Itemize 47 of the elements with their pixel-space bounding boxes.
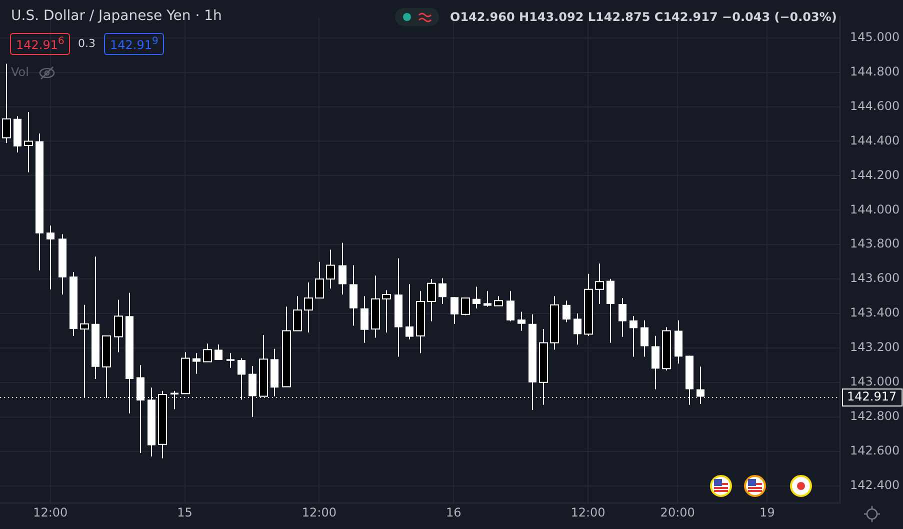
candlestick — [46, 225, 54, 290]
annotation: 142.91$^{9}$ — [104, 33, 164, 55]
candlestick — [640, 320, 648, 358]
ref-line-label: 142.917 — [847, 390, 897, 404]
candlestick — [472, 286, 480, 309]
y-tick-label: 144.000 — [850, 202, 900, 216]
y-tick-label: 143.400 — [850, 306, 900, 320]
annotation: O142.960 H143.092 L142.875 C142.917 −0.043 (−0.03%) — [450, 10, 837, 24]
x-tick-label: 12:00 — [570, 505, 606, 520]
annotation: 0.3 — [78, 37, 96, 50]
y-tick-label: 142.600 — [850, 443, 900, 458]
candlestick — [226, 352, 234, 368]
candlestick — [338, 242, 346, 296]
candlestick — [438, 278, 446, 305]
chart-title: U.S. Dollar / Japanese Yen · 1h — [11, 8, 222, 24]
candlestick — [450, 296, 458, 324]
x-tick-label: 20:00 — [660, 505, 695, 520]
candlestick — [360, 296, 368, 344]
y-tick-label: 145.000 — [850, 30, 900, 44]
candlestick — [214, 344, 222, 361]
x-tick-label: 12:00 — [33, 505, 68, 520]
y-tick-label: 142.400 — [850, 478, 900, 492]
candlestick — [606, 278, 614, 344]
candlestick — [652, 335, 660, 390]
annotation: Vol — [11, 65, 29, 79]
candlestick — [484, 290, 492, 308]
y-tick-label: 143.200 — [850, 340, 900, 354]
candlestick — [562, 300, 570, 323]
y-tick-label: 144.200 — [850, 168, 900, 182]
y-tick-label: 142.800 — [850, 408, 900, 423]
y-tick-label: 143.800 — [850, 236, 900, 251]
candlestick — [630, 316, 638, 358]
x-tick-label: 16 — [446, 505, 462, 520]
annotation: 142.91$^{6}$ — [10, 33, 70, 55]
y-tick-label: 144.400 — [850, 133, 900, 148]
candlestick — [506, 290, 514, 322]
y-tick-label: 144.800 — [850, 64, 900, 78]
candlestick — [574, 313, 582, 346]
candlestick — [406, 284, 414, 340]
x-tick-label: 12:00 — [302, 505, 336, 520]
y-tick-label: 143.600 — [850, 271, 900, 286]
x-tick-label: 15 — [177, 505, 192, 520]
y-tick-label: 143.000 — [850, 374, 900, 389]
x-tick-label: 19 — [760, 505, 775, 520]
candlestick — [618, 298, 626, 338]
y-tick-label: 144.600 — [850, 98, 900, 113]
candlestick — [518, 311, 526, 332]
